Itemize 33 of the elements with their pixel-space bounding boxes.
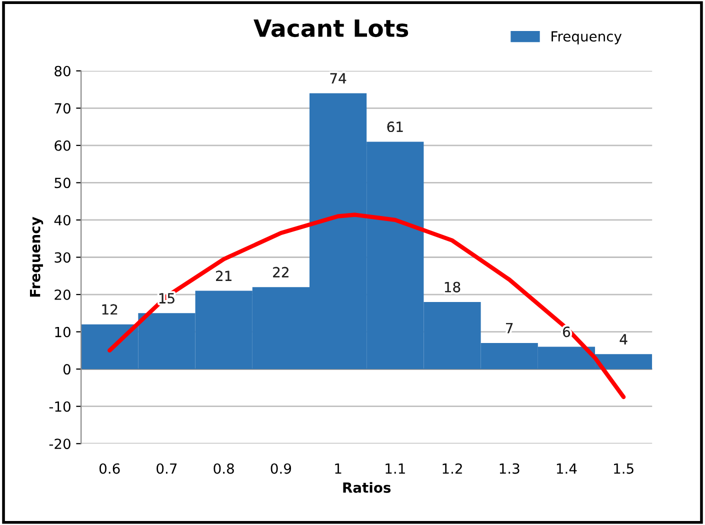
y-tick-label: 30 xyxy=(54,252,70,263)
x-tick-label: 0.9 xyxy=(270,463,292,474)
y-tick-label: 80 xyxy=(54,66,70,76)
data-label: 61 xyxy=(387,122,403,132)
y-tick-label: -20 xyxy=(49,438,70,450)
y-axis-title: Frequency xyxy=(30,216,44,297)
y-tick-label: 0 xyxy=(63,364,70,375)
x-tick-label: 1.4 xyxy=(556,463,577,474)
legend-label: Frequency xyxy=(552,31,622,44)
x-axis-title: Ratios xyxy=(343,482,391,493)
x-tick-label: 0.7 xyxy=(156,463,177,474)
x-tick-label: 0.6 xyxy=(100,463,120,474)
x-tick-label: 1.5 xyxy=(614,463,634,474)
chart-title: Vacant Lots xyxy=(254,20,408,38)
y-tick-label: 10 xyxy=(55,326,70,338)
data-label: 7 xyxy=(506,323,513,334)
y-tick-label: 50 xyxy=(54,178,70,188)
x-tick-label: 0.8 xyxy=(214,463,234,474)
data-label: 12 xyxy=(102,304,118,315)
y-tick-label: -10 xyxy=(49,401,70,412)
x-tick-label: 1.3 xyxy=(500,463,520,474)
x-tick-label: 1 xyxy=(335,463,342,474)
y-tick-label: 20 xyxy=(54,289,70,300)
y-tick-label: 40 xyxy=(54,214,70,226)
data-label: 22 xyxy=(273,266,288,278)
data-label: 74 xyxy=(330,73,346,84)
data-label: 4 xyxy=(620,334,628,344)
x-tick-label: 1.2 xyxy=(442,463,462,474)
y-tick-label: 60 xyxy=(54,140,70,151)
data-label: 21 xyxy=(216,270,232,281)
data-label: 18 xyxy=(444,282,460,292)
y-tick-label: 70 xyxy=(54,103,70,114)
x-tick-label: 1.1 xyxy=(386,463,405,474)
